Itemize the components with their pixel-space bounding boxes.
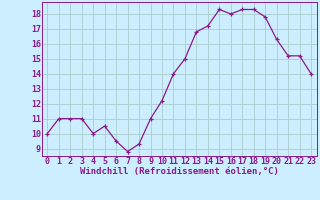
X-axis label: Windchill (Refroidissement éolien,°C): Windchill (Refroidissement éolien,°C) bbox=[80, 167, 279, 176]
